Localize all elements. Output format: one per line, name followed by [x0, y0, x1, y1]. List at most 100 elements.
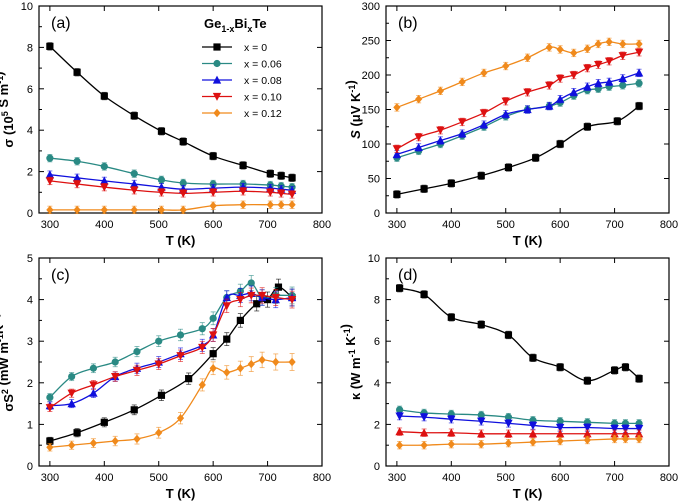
data-point: [209, 152, 217, 160]
y-tick-label: 4: [27, 125, 33, 137]
data-point: [556, 45, 564, 54]
data-point: [288, 200, 296, 209]
data-point: [288, 357, 296, 367]
y-tick-label: 0: [27, 208, 33, 220]
data-point: [209, 314, 217, 322]
x-tick-label: 600: [204, 472, 222, 484]
data-point: [111, 358, 119, 366]
data-point: [239, 161, 247, 169]
data-point: [223, 368, 231, 377]
data-point: [556, 140, 564, 148]
y-tick-label: 10: [368, 253, 380, 265]
data-point: [72, 173, 82, 182]
data-point: [605, 37, 613, 47]
y-tick-label: 200: [362, 70, 380, 82]
data-point: [610, 366, 619, 374]
data-point: [555, 429, 565, 438]
legend-entry-label: x = 0.10: [244, 92, 282, 104]
data-point: [222, 302, 231, 311]
x-tick-label: 700: [605, 219, 623, 231]
series-x0-10: [45, 287, 297, 413]
data-point: [288, 174, 296, 182]
data-point: [73, 157, 81, 165]
y-tick-label: 0: [27, 461, 33, 473]
data-point: [604, 57, 614, 66]
series-line: [49, 174, 293, 191]
x-tick-label: 300: [388, 219, 406, 231]
legend: Ge1-xBixTe x = 0 x = 0.06 x = 0.08 x = 0.10 x…: [202, 16, 282, 120]
data-point: [89, 381, 98, 390]
data-point: [583, 377, 591, 385]
data-point: [396, 406, 404, 414]
data-point: [477, 172, 485, 180]
data-point: [556, 436, 564, 446]
y-tick-label: 100: [362, 139, 380, 151]
data-point: [236, 364, 244, 373]
data-point: [477, 417, 486, 426]
data-point: [287, 190, 297, 199]
x-tick-label: 500: [150, 472, 168, 484]
x-tick-label: 800: [660, 472, 678, 484]
data-point: [583, 435, 591, 445]
data-point: [447, 313, 455, 321]
data-point: [157, 127, 166, 135]
data-point: [68, 372, 76, 381]
data-point: [504, 419, 513, 428]
y-axis-label: σ (105 S m-1): [0, 71, 16, 147]
data-point: [457, 129, 467, 138]
data-point: [477, 439, 485, 449]
data-point: [635, 39, 643, 49]
series-line: [49, 157, 293, 188]
series-x0-06: [393, 79, 643, 162]
series-line: [49, 282, 293, 398]
y-tick-label: 2: [27, 378, 33, 390]
data-point: [570, 48, 578, 58]
data-point: [556, 363, 564, 371]
data-point: [528, 421, 538, 430]
data-point: [555, 94, 565, 103]
y-tick-label: 250: [362, 36, 380, 48]
legend-marker: [212, 92, 222, 101]
series-line: [49, 292, 293, 407]
data-point: [89, 438, 98, 448]
series-line: [399, 438, 640, 446]
data-point: [157, 205, 166, 215]
data-point: [634, 48, 644, 57]
y-tick-label: 8: [374, 295, 380, 307]
data-point: [132, 366, 142, 375]
data-point: [133, 434, 141, 444]
x-tick-label: 300: [41, 219, 59, 231]
data-point: [457, 118, 467, 127]
data-point: [569, 71, 578, 80]
data-point: [447, 179, 455, 187]
data-point: [179, 137, 187, 146]
x-tick-label: 700: [258, 219, 276, 231]
series-x0: [396, 284, 643, 385]
data-point: [604, 77, 614, 86]
x-tick-label: 600: [551, 219, 569, 231]
legend-entry-label: x = 0.08: [244, 75, 282, 87]
data-point: [176, 331, 185, 339]
series-x0-10: [392, 48, 644, 154]
data-point: [46, 437, 54, 445]
data-point: [277, 172, 285, 180]
x-tick-label: 800: [313, 472, 331, 484]
series-line: [49, 286, 293, 442]
data-point: [594, 78, 603, 87]
series-x0-08: [395, 411, 644, 433]
data-point: [176, 413, 185, 423]
data-point: [419, 428, 429, 437]
data-point: [414, 143, 423, 152]
data-point: [68, 441, 76, 450]
data-point: [67, 389, 76, 398]
data-point: [157, 188, 166, 197]
data-point: [477, 429, 486, 438]
data-point: [545, 43, 553, 52]
data-point: [185, 375, 193, 383]
legend-entry-label: x = 0.12: [244, 108, 282, 120]
data-point: [545, 81, 554, 90]
data-point: [73, 68, 81, 76]
data-point: [479, 120, 489, 129]
series-x0-12: [396, 434, 643, 450]
